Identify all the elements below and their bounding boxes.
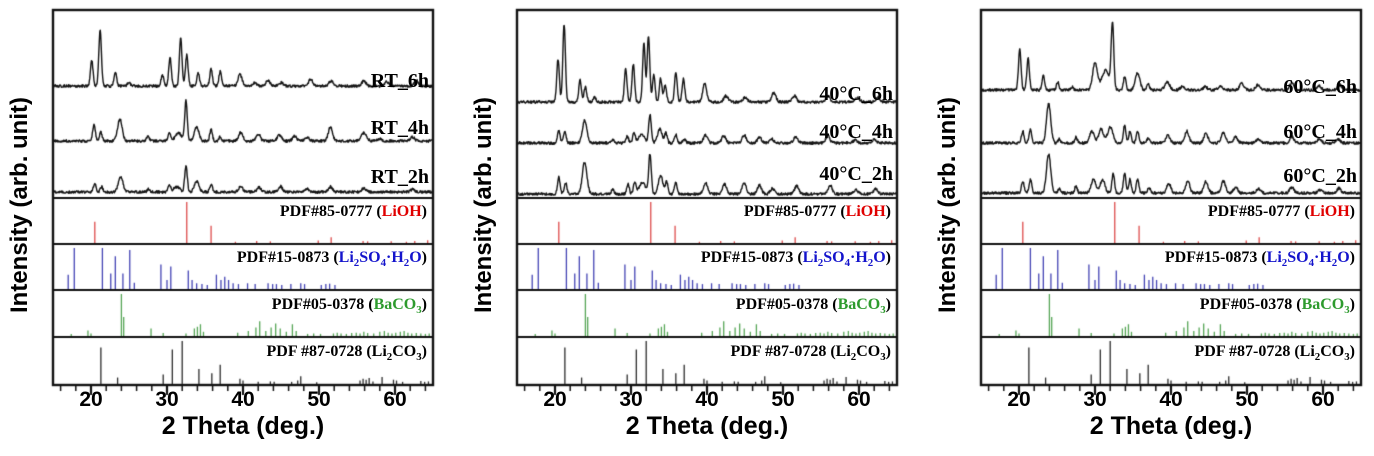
xrd-plot-canvas-40c: [464, 0, 910, 456]
x-tick-label: 40: [695, 388, 719, 411]
reference-label-baco3: PDF#05-0378 (BaCO3): [735, 296, 891, 317]
x-tick-label: 40: [1159, 388, 1183, 411]
y-axis-title: Intensity (arb. unit): [470, 97, 497, 313]
trace-label-60c-4h: 60°C_4h: [1283, 121, 1357, 143]
trace-label-rt-4h: RT_4h: [370, 117, 429, 139]
panel-rt: Intensity (arb. unit) RT_6h RT_4h RT_2h …: [0, 0, 446, 456]
reference-label-li2so4: PDF#15-0873 (Li2SO4·H2O): [700, 249, 891, 270]
x-axis-title: 2 Theta (deg.): [1089, 412, 1253, 440]
x-tick-label: 20: [543, 388, 567, 411]
x-tick-label: 30: [619, 388, 643, 411]
reference-label-baco3: PDF#05-0378 (BaCO3): [1199, 296, 1355, 317]
x-axis-title: 2 Theta (deg.): [161, 412, 325, 440]
trace-label-60c-6h: 60°C_6h: [1283, 76, 1357, 98]
x-tick-label: 60: [1311, 388, 1335, 411]
trace-label-40c-6h: 40°C_6h: [819, 83, 893, 105]
reference-label-lioh: PDF#85-0777 (LiOH): [1207, 203, 1355, 220]
x-tick-label: 50: [1235, 388, 1259, 411]
reference-label-li2co3: PDF #87-0728 (Li2CO3): [1194, 343, 1355, 364]
x-tick-label: 20: [79, 388, 103, 411]
y-axis-title: Intensity (arb. unit): [6, 97, 33, 313]
x-tick-label: 30: [1083, 388, 1107, 411]
x-tick-label: 50: [307, 388, 331, 411]
reference-label-li2co3: PDF #87-0728 (Li2CO3): [730, 343, 891, 364]
reference-label-li2so4: PDF#15-0873 (Li2SO4·H2O): [1164, 249, 1355, 270]
x-axis-title: 2 Theta (deg.): [625, 412, 789, 440]
x-tick-label: 60: [383, 388, 407, 411]
panel-40c: Intensity (arb. unit) 40°C_6h 40°C_4h 40…: [464, 0, 910, 456]
reference-label-lioh: PDF#85-0777 (LiOH): [279, 203, 427, 220]
x-tick-label: 50: [771, 388, 795, 411]
trace-label-40c-2h: 40°C_2h: [819, 163, 893, 185]
panel-60c: Intensity (arb. unit) 60°C_6h 60°C_4h 60…: [928, 0, 1374, 456]
trace-label-40c-4h: 40°C_4h: [819, 121, 893, 143]
xrd-plot-canvas-rt: [0, 0, 446, 456]
x-tick-label: 40: [231, 388, 255, 411]
reference-label-lioh: PDF#85-0777 (LiOH): [743, 203, 891, 220]
x-tick-label: 20: [1007, 388, 1031, 411]
trace-label-60c-2h: 60°C_2h: [1283, 165, 1357, 187]
reference-label-baco3: PDF#05-0378 (BaCO3): [271, 296, 427, 317]
xrd-plot-canvas-60c: [928, 0, 1374, 456]
reference-label-li2so4: PDF#15-0873 (Li2SO4·H2O): [236, 249, 427, 270]
x-tick-label: 60: [847, 388, 871, 411]
trace-label-rt-2h: RT_2h: [370, 166, 429, 188]
reference-label-li2co3: PDF #87-0728 (Li2CO3): [266, 343, 427, 364]
y-axis-title: Intensity (arb. unit): [934, 97, 961, 313]
trace-label-rt-6h: RT_6h: [370, 70, 429, 92]
x-tick-label: 30: [155, 388, 179, 411]
